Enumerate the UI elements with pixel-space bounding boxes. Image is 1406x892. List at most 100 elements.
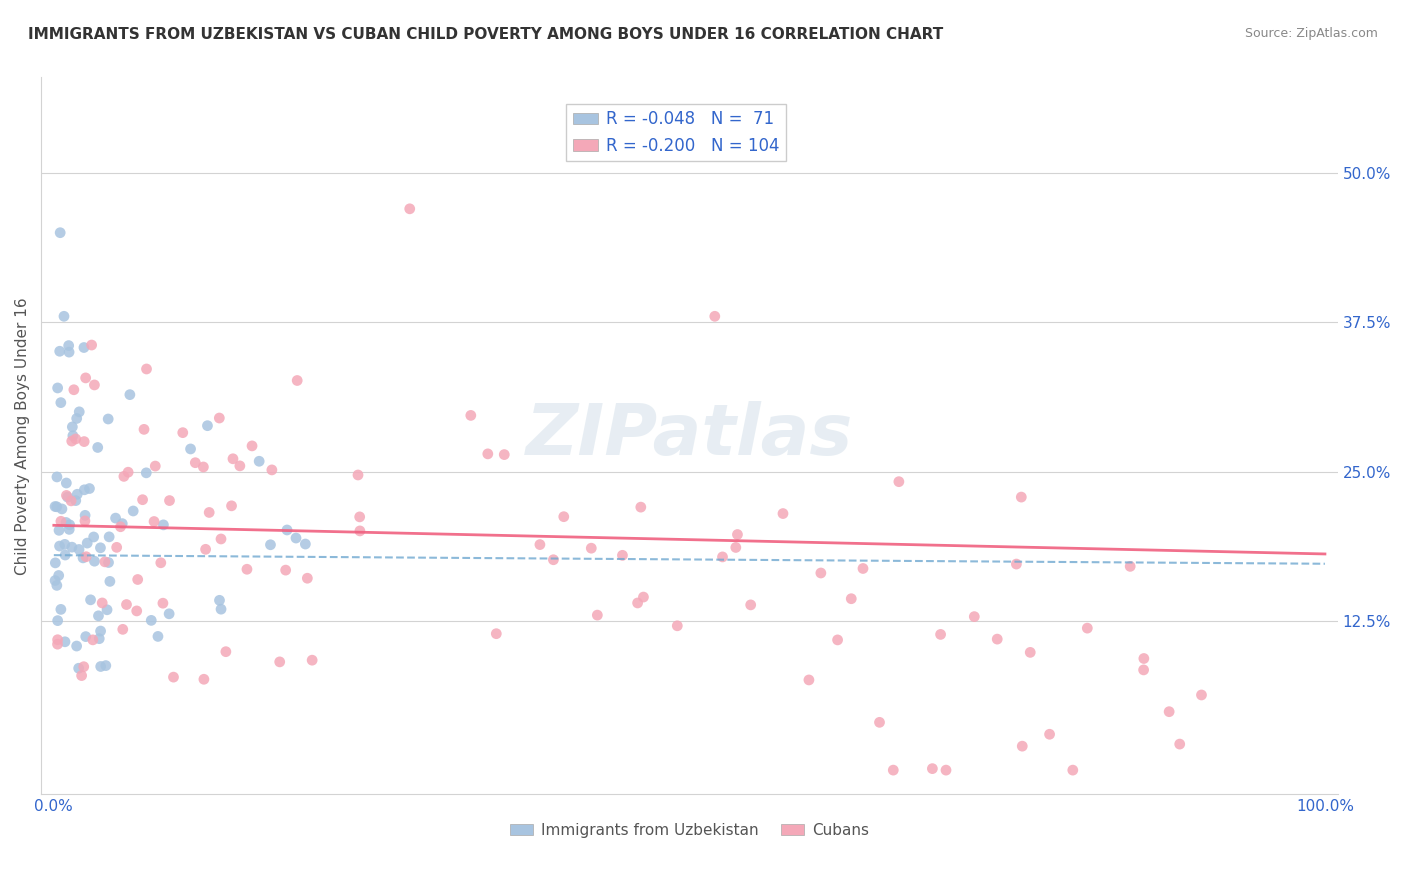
Point [59, 517, 82, 532]
Point [274, 563, 297, 577]
Point [1133, 651, 1156, 665]
Point [79, 592, 101, 607]
Point [72, 550, 94, 565]
Point [73, 659, 96, 673]
Point [197, 418, 219, 433]
Point [172, 425, 194, 440]
Point [839, 591, 862, 606]
Point [398, 202, 420, 216]
Point [58, 522, 80, 536]
Point [143, 458, 166, 473]
Point [73, 434, 96, 449]
Point [55, 475, 77, 490]
Point [1038, 727, 1060, 741]
Point [97, 412, 120, 426]
Point [53, 310, 76, 324]
Point [240, 439, 263, 453]
Point [209, 602, 232, 616]
Point [66, 487, 89, 501]
Point [104, 511, 127, 525]
Point [477, 447, 499, 461]
Point [543, 553, 565, 567]
Point [146, 629, 169, 643]
Point [97, 556, 120, 570]
Text: IMMIGRANTS FROM UZBEKISTAN VS CUBAN CHILD POVERTY AMONG BOYS UNDER 16 CORRELATIO: IMMIGRANTS FROM UZBEKISTAN VS CUBAN CHIL… [28, 27, 943, 42]
Point [180, 442, 202, 456]
Point [65, 493, 87, 508]
Point [194, 542, 217, 557]
Point [112, 469, 135, 483]
Point [581, 541, 603, 556]
Point [46, 381, 69, 395]
Point [198, 506, 221, 520]
Point [269, 655, 291, 669]
Point [247, 454, 270, 468]
Text: ZIPatlas: ZIPatlas [526, 401, 853, 470]
Point [193, 673, 215, 687]
Point [117, 465, 139, 479]
Point [60, 434, 83, 448]
Point [79, 482, 101, 496]
Point [229, 458, 252, 473]
Point [73, 514, 96, 528]
Point [711, 549, 734, 564]
Point [285, 531, 308, 545]
Point [612, 549, 634, 563]
Point [1076, 621, 1098, 635]
Point [921, 762, 943, 776]
Point [67, 661, 90, 675]
Point [127, 573, 149, 587]
Point [1168, 737, 1191, 751]
Point [724, 541, 747, 555]
Point [553, 509, 575, 524]
Point [1011, 739, 1033, 754]
Point [80, 338, 103, 352]
Point [48, 524, 70, 538]
Point [49, 226, 72, 240]
Point [44, 500, 66, 514]
Point [48, 344, 70, 359]
Point [633, 590, 655, 604]
Point [53, 634, 76, 648]
Point [48, 568, 70, 582]
Point [827, 632, 849, 647]
Point [193, 460, 215, 475]
Point [349, 509, 371, 524]
Point [1005, 557, 1028, 571]
Point [82, 632, 104, 647]
Legend: Immigrants from Uzbekistan, Cubans: Immigrants from Uzbekistan, Cubans [503, 816, 875, 844]
Point [83, 530, 105, 544]
Point [772, 507, 794, 521]
Point [49, 602, 72, 616]
Point [45, 578, 67, 592]
Point [347, 467, 370, 482]
Point [1019, 645, 1042, 659]
Point [215, 645, 238, 659]
Point [67, 405, 90, 419]
Point [141, 613, 163, 627]
Point [53, 537, 76, 551]
Point [1010, 490, 1032, 504]
Point [58, 338, 80, 352]
Point [810, 566, 832, 580]
Point [135, 362, 157, 376]
Point [56, 490, 79, 504]
Point [184, 456, 207, 470]
Point [62, 428, 84, 442]
Point [143, 515, 166, 529]
Point [66, 639, 89, 653]
Point [51, 502, 73, 516]
Point [294, 537, 316, 551]
Point [94, 658, 117, 673]
Point [740, 598, 762, 612]
Point [55, 488, 77, 502]
Point [963, 609, 986, 624]
Point [90, 659, 112, 673]
Point [48, 539, 70, 553]
Point [869, 715, 891, 730]
Point [986, 632, 1008, 646]
Point [132, 422, 155, 436]
Point [46, 637, 69, 651]
Point [222, 451, 245, 466]
Point [135, 466, 157, 480]
